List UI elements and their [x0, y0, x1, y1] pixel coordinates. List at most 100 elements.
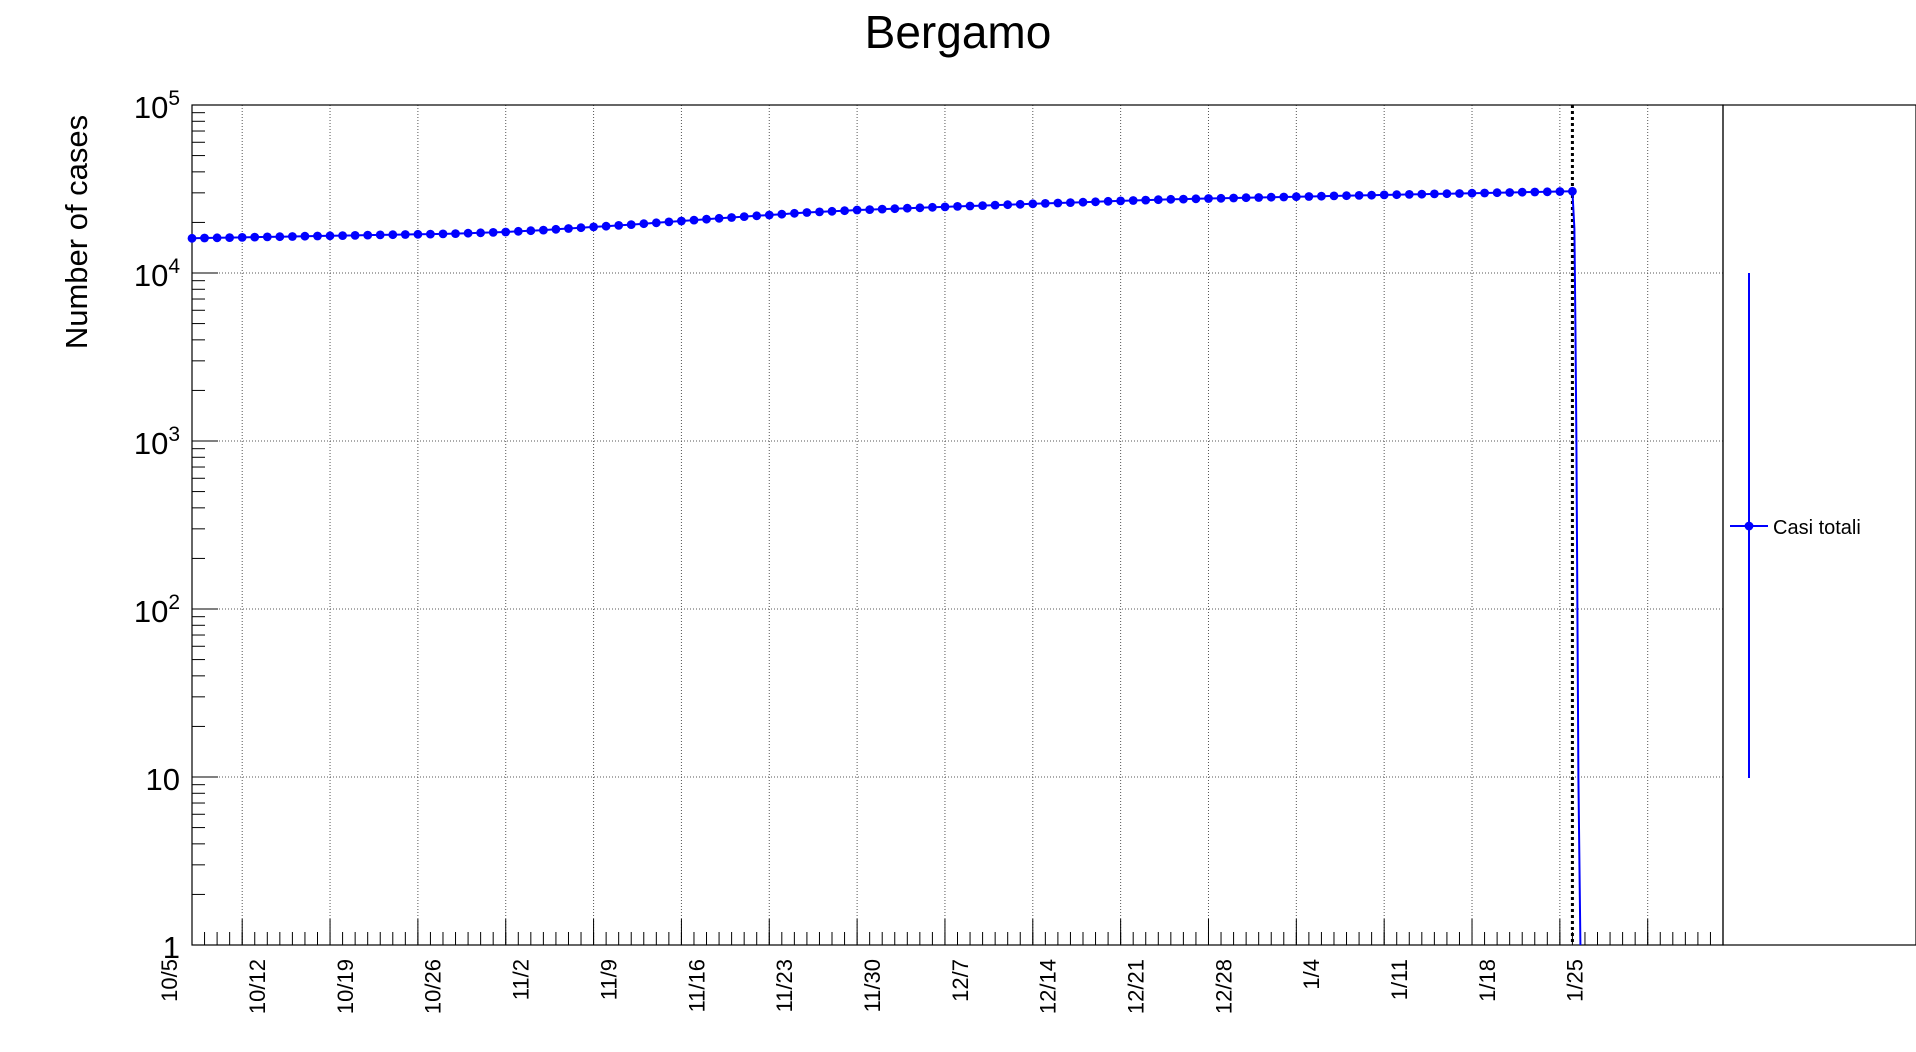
data-point	[1091, 197, 1100, 207]
data-point	[526, 226, 536, 236]
data-point	[1204, 194, 1213, 203]
y-tick-base: 10	[134, 258, 168, 293]
data-point	[225, 233, 235, 243]
data-point	[1329, 191, 1339, 201]
data-point	[1467, 188, 1477, 198]
data-point	[426, 229, 435, 239]
data-point	[702, 214, 711, 224]
data-point	[1040, 199, 1050, 208]
data-point	[1066, 198, 1075, 208]
data-point	[313, 231, 322, 241]
data-point	[1191, 194, 1201, 204]
data-point	[1078, 197, 1088, 207]
data-point	[388, 230, 398, 240]
x-tick-label: 11/16	[684, 959, 709, 1012]
y-tick-label: 1	[163, 930, 180, 965]
data-point	[262, 232, 272, 242]
y-tick-exponent: 2	[168, 591, 180, 614]
plot-frame	[191, 104, 1724, 946]
y-tick-label: 10	[146, 762, 180, 797]
data-point	[501, 227, 511, 237]
series-line	[191, 190, 1582, 946]
y-tick-label: 104	[134, 255, 180, 293]
data-point	[1166, 194, 1176, 204]
data-point	[1279, 192, 1289, 202]
data-point	[827, 206, 837, 216]
data-point	[551, 224, 561, 234]
data-point	[1480, 188, 1489, 198]
data-point	[1404, 190, 1414, 199]
data-point	[1141, 195, 1151, 205]
data-point	[1542, 187, 1552, 197]
data-point	[338, 231, 347, 241]
data-point	[576, 223, 586, 233]
y-tick-base: 10	[146, 762, 180, 797]
data-point	[1342, 191, 1351, 201]
data-point	[651, 218, 661, 228]
data-point	[438, 229, 448, 239]
data-point	[764, 210, 774, 220]
data-point	[714, 213, 724, 223]
data-point	[664, 217, 674, 227]
data-point	[752, 211, 762, 221]
data-point	[363, 230, 373, 240]
data-point	[1304, 192, 1314, 201]
data-point	[890, 204, 900, 214]
data-point	[840, 206, 849, 216]
data-point	[1216, 193, 1226, 203]
data-point	[1229, 193, 1238, 203]
data-point	[1003, 200, 1013, 210]
data-point	[413, 229, 423, 239]
data-point	[1455, 189, 1464, 198]
data-point	[990, 200, 1000, 210]
data-point	[1103, 196, 1113, 206]
data-point	[953, 202, 962, 211]
x-tick-label: 10/19	[333, 959, 358, 1014]
data-point	[1517, 187, 1527, 197]
y-tick-base: 10	[134, 594, 168, 629]
y-tick-base: 10	[134, 426, 168, 461]
data-point	[865, 205, 875, 215]
data-point	[915, 203, 925, 213]
data-point	[877, 204, 887, 214]
data-point	[1317, 191, 1326, 201]
x-tick-label: 12/28	[1211, 959, 1236, 1014]
x-axis-ticks: 10/5 10/12 10/19 10/26 11/2 11/9 11/16 11/23 11/…	[157, 919, 1724, 1014]
data-point	[1179, 194, 1188, 204]
x-tick-label: 10/12	[245, 959, 270, 1014]
data-point	[739, 212, 749, 222]
data-point	[589, 222, 598, 232]
y-tick-label: 102	[134, 591, 180, 629]
data-point	[1128, 196, 1138, 205]
x-tick-label: 12/21	[1123, 959, 1148, 1014]
legend-marker	[1744, 521, 1754, 531]
data-point	[940, 202, 950, 212]
x-tick-label: 11/23	[772, 959, 797, 1012]
data-point	[1505, 188, 1515, 197]
data-point	[187, 233, 197, 243]
x-tick-label: 1/11	[1387, 959, 1412, 1000]
data-point	[1015, 199, 1025, 209]
data-point	[476, 228, 485, 238]
data-point	[1153, 195, 1163, 205]
data-point	[1266, 192, 1276, 202]
data-point	[1053, 198, 1063, 208]
data-point	[928, 202, 937, 212]
chart-title: Bergamo	[865, 6, 1052, 58]
data-point	[1291, 192, 1301, 202]
data-point	[1442, 189, 1452, 199]
data-point	[300, 231, 310, 241]
x-tick-label: 1/18	[1475, 959, 1500, 1002]
y-tick-base: 1	[163, 930, 180, 965]
data-point	[727, 213, 736, 222]
data-point	[639, 219, 649, 229]
data-point	[1417, 189, 1427, 199]
data-point	[677, 216, 686, 226]
x-tick-label: 11/9	[596, 959, 621, 1000]
data-point	[463, 228, 473, 238]
data-point	[539, 225, 548, 235]
x-tick-label: 10/5	[157, 959, 182, 1002]
data-point	[790, 208, 799, 218]
x-tick-label: 10/26	[421, 959, 446, 1014]
data-point	[777, 209, 787, 219]
